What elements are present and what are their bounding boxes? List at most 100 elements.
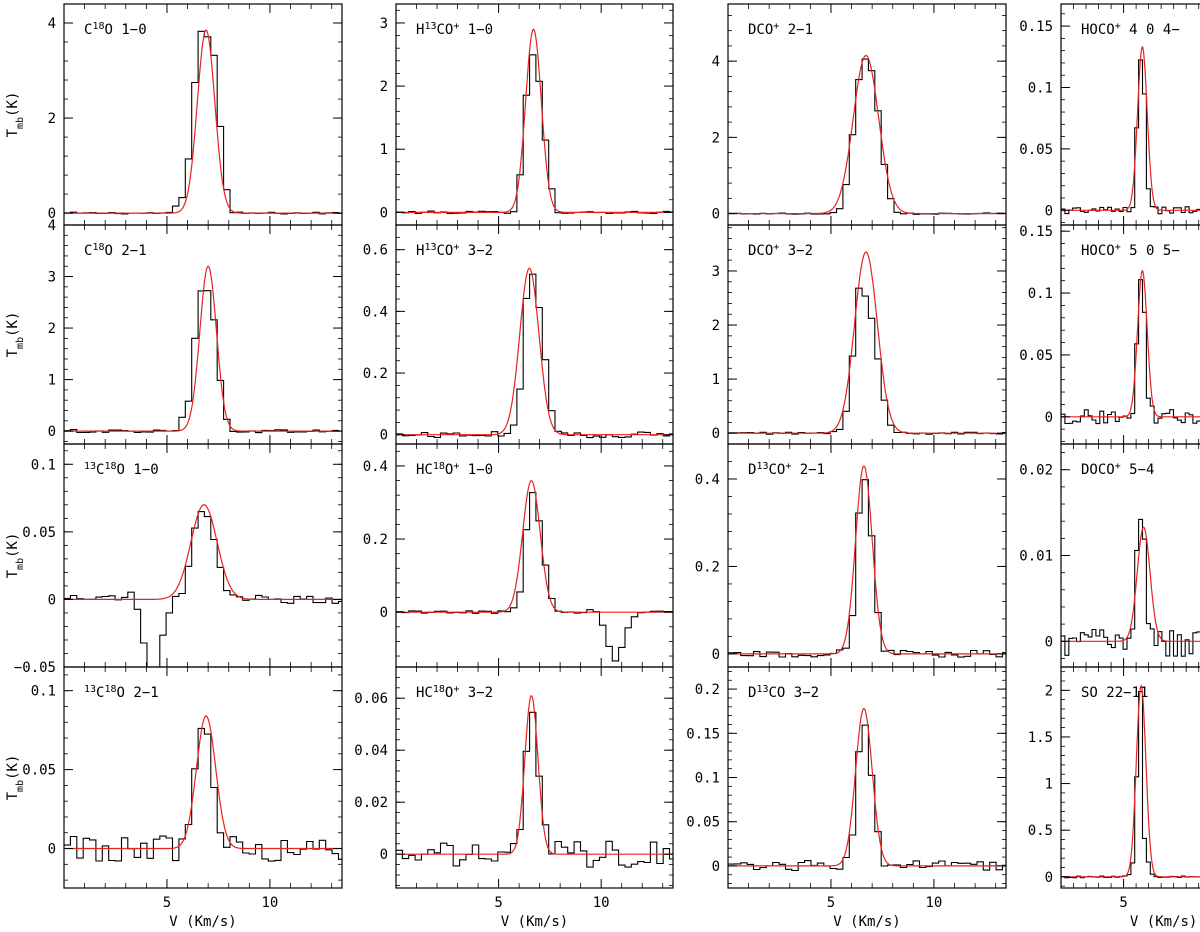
x-tick-label: 10: [925, 895, 942, 911]
y-tick-label: 1: [712, 372, 720, 388]
x-tick-label: 5: [163, 895, 171, 911]
panel-label: SO 22−11: [1081, 685, 1148, 701]
y-tick-label: 0: [712, 426, 720, 442]
y-axis-title: Tmb(K): [5, 533, 26, 579]
x-tick-label: 10: [593, 895, 610, 911]
gaussian-fit-line: [396, 480, 673, 613]
y-tick-label: 0.15: [686, 726, 720, 742]
panel-label: H13CO+ 1−0: [416, 21, 493, 39]
observed-spectrum-line: [396, 54, 673, 215]
y-tick-label: 2: [48, 111, 56, 127]
observed-spectrum-line: [1061, 59, 1200, 215]
y-tick-label: 0.05: [22, 525, 56, 541]
y-tick-label: 0.05: [1019, 348, 1053, 364]
y-tick-label: 0: [380, 205, 388, 221]
observed-spectrum-line: [728, 479, 1006, 658]
y-tick-label: 0.05: [686, 815, 720, 831]
y-tick-label: −0.05: [14, 660, 56, 676]
observed-spectrum-line: [396, 492, 673, 662]
y-tick-label: 0.15: [1019, 224, 1053, 240]
y-tick-label: 0.1: [31, 457, 56, 473]
y-tick-label: 0.5: [1028, 823, 1053, 839]
y-tick-label: 0: [1045, 634, 1053, 650]
y-tick-label: 2: [712, 318, 720, 334]
y-tick-label: 0.01: [1019, 549, 1053, 565]
observed-spectrum-line: [728, 58, 1006, 215]
y-tick-label: 3: [380, 16, 388, 32]
spectrum-panel: 0 0.05 0.1 0.15 HOCO+ 5 0 5−: [1019, 224, 1200, 445]
y-tick-label: 0: [712, 859, 720, 875]
y-tick-label: 0.6: [363, 243, 388, 259]
observed-spectrum-line: [1061, 279, 1200, 425]
y-tick-label: 0.05: [22, 763, 56, 779]
panel-frame: [395, 443, 674, 668]
spectrum-panel: 0 1 2 3 4 C18O 2−1 Tmb(K): [5, 218, 343, 445]
spectrum-panel: 0 0.2 0.4 0.6 H13CO+ 3−2: [363, 224, 674, 445]
y-tick-label: 0.06: [354, 691, 388, 707]
y-tick-label: 4: [48, 16, 56, 32]
spectrum-panel: 0 0.05 0.1 13C18O 2−1 Tmb(K): [5, 666, 343, 889]
y-tick-label: 1: [380, 142, 388, 158]
y-tick-label: 0.4: [695, 472, 720, 488]
gaussian-fit-line: [64, 504, 342, 600]
y-tick-label: 0.15: [1019, 19, 1053, 35]
y-tick-label: 2: [712, 130, 720, 146]
spectrum-panel: 0 1 2 3 H13CO+ 1−0: [380, 3, 674, 226]
panel-label: DCO+ 3−2: [748, 242, 813, 260]
y-tick-label: 4: [48, 218, 56, 234]
gaussian-fit-line: [728, 465, 1006, 655]
y-axis-title: Tmb(K): [5, 312, 26, 358]
spectrum-panel: 0 2 4 DCO+ 2−1: [712, 3, 1007, 226]
panel-frame: [1060, 666, 1200, 889]
y-tick-label: 0: [48, 842, 56, 858]
y-tick-label: 0.2: [695, 559, 720, 575]
spectrum-panel: −0.05 0 0.05 0.1 13C18O 1−0 Tmb(K): [5, 443, 343, 676]
y-tick-label: 1: [1045, 777, 1053, 793]
y-tick-label: 0: [712, 647, 720, 663]
panel-label: H13CO+ 3−2: [416, 242, 493, 260]
spectrum-panel: 0 0.2 0.4 HC18O+ 1−0: [363, 443, 674, 668]
y-tick-label: 0: [380, 847, 388, 863]
observed-spectrum-line: [728, 287, 1006, 435]
spectra-column-4: 0 0.05 0.1 0.15 HOCO+ 4 0 4− 0 0.05 0.1 0.15 HOCO…: [1019, 3, 1200, 930]
y-tick-label: 0.1: [1028, 80, 1053, 96]
spectrum-panel: 0 0.02 0.04 0.06 HC18O+ 3−2: [354, 666, 674, 889]
panel-frame: [727, 666, 1007, 889]
panel-label: DCO+ 2−1: [748, 21, 813, 39]
y-tick-label: 0: [712, 207, 720, 223]
gaussian-fit-line: [396, 267, 673, 436]
spectrum-panel: 0 0.05 0.1 0.15 0.2 D13CO 3−2: [686, 666, 1007, 889]
y-tick-label: 0.2: [363, 532, 388, 548]
spectra-column-2: 0 1 2 3 H13CO+ 1−0 0 0.2 0.4 0.6 H13CO+ 3−2 0 0.2 0.…: [354, 3, 674, 930]
observed-spectrum-line: [64, 290, 342, 434]
panel-frame: [395, 666, 674, 889]
y-tick-label: 3: [48, 270, 56, 286]
y-tick-label: 0: [1045, 203, 1053, 219]
observed-spectrum-line: [1061, 691, 1200, 879]
y-tick-label: 0: [48, 592, 56, 608]
y-tick-label: 0: [48, 424, 56, 440]
y-tick-label: 2: [48, 321, 56, 337]
y-tick-label: 4: [712, 54, 720, 70]
y-tick-label: 1: [48, 373, 56, 389]
gaussian-fit-line: [396, 695, 673, 855]
y-tick-label: 0: [380, 428, 388, 444]
y-tick-label: 0.04: [354, 743, 388, 759]
gaussian-fit-line: [728, 708, 1006, 867]
gaussian-fit-line: [396, 28, 673, 213]
spectrum-panel: 0 1 2 3 DCO+ 3−2: [712, 224, 1007, 445]
observed-spectrum-line: [64, 30, 342, 215]
x-axis-title: V (Km/s): [169, 914, 236, 930]
spectra-column-3: 0 2 4 DCO+ 2−1 0 1 2 3 DCO+ 3−2 0 0.2 0.4 D13CO+ 2−1…: [686, 3, 1007, 930]
gaussian-fit-line: [64, 715, 342, 850]
x-tick-label: 5: [1119, 895, 1127, 911]
observed-spectrum-line: [64, 511, 342, 667]
y-axis-title: Tmb(K): [5, 92, 26, 138]
panel-label: C18O 2−1: [84, 242, 147, 260]
panel-label: DOCO+ 5−4: [1081, 461, 1154, 479]
gaussian-fit-line: [1061, 45, 1200, 211]
y-tick-label: 0: [1045, 410, 1053, 426]
panel-label: HOCO+ 4 0 4−: [1081, 21, 1180, 39]
y-axis-title: Tmb(K): [5, 755, 26, 801]
